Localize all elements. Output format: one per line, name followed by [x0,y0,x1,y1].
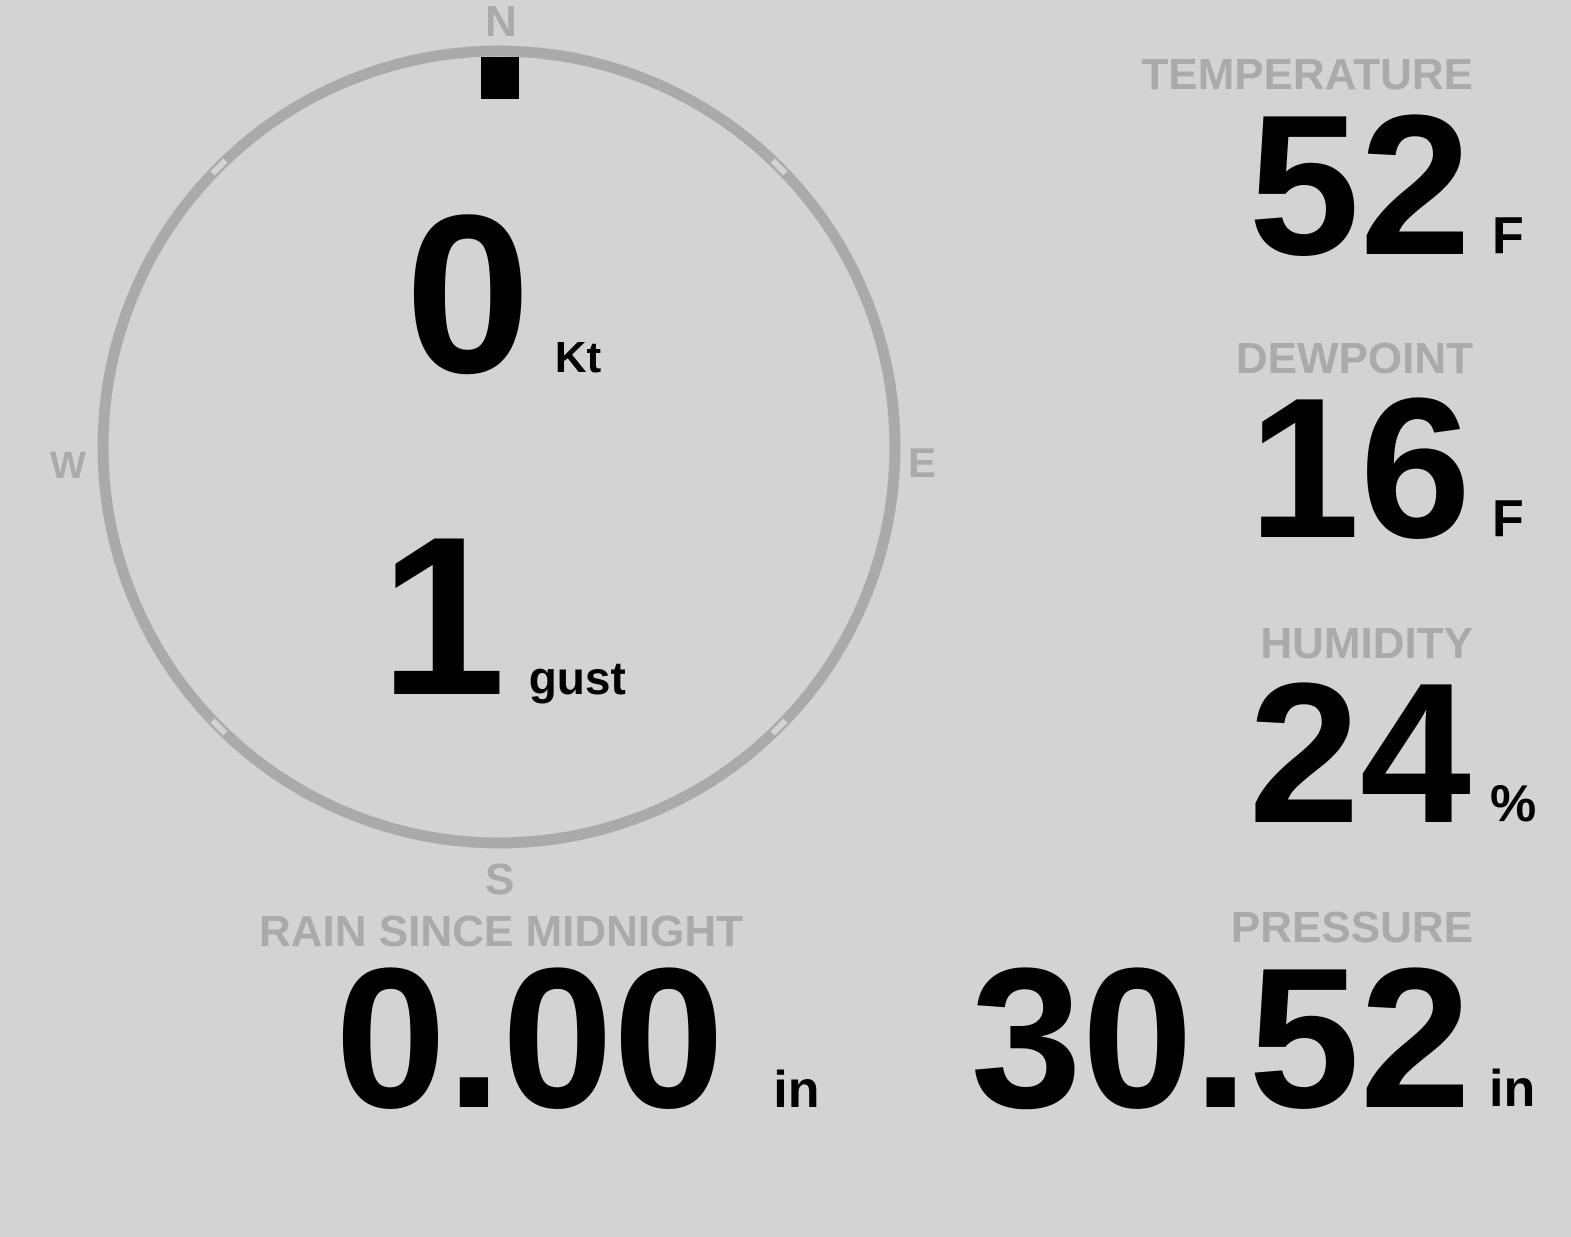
compass-notch [210,158,228,176]
wind-direction-marker [481,57,519,99]
humidity-unit: % [1490,775,1537,833]
rain-label: RAIN SINCE MIDNIGHT [259,907,743,956]
temperature-value: 52 [1248,74,1471,297]
wind-gust-unit: gust [528,652,626,704]
temperature-unit: F [1492,207,1524,265]
compass-north-label: N [485,0,517,46]
rain-unit: in [773,1061,820,1119]
rain-row: 0.00 in [335,927,820,1150]
compass-notch [770,158,788,176]
temperature-label: TEMPERATURE [1141,50,1473,99]
compass-notch [210,718,228,736]
humidity-label: HUMIDITY [1260,619,1473,668]
pressure-label: PRESSURE [1230,903,1473,952]
wind-compass [97,45,901,849]
dewpoint-label: DEWPOINT [1235,334,1473,383]
compass-east-label: E [908,439,937,486]
compass-west-label: W [50,445,86,487]
wind-speed-row: 0 Kt [405,167,602,420]
compass-south-label: S [485,855,515,904]
pressure-unit: in [1489,1060,1536,1118]
compass-notch [770,718,788,736]
dewpoint-unit: F [1492,490,1524,548]
dewpoint-value: 16 [1248,357,1471,580]
pressure-value: 30.52 [970,927,1472,1150]
wind-gust-value: 1 [380,489,506,742]
wind-speed-value: 0 [405,167,531,420]
rain-value: 0.00 [335,927,725,1150]
wind-gust-row: 1 gust [380,489,626,742]
compass-ring [97,45,901,849]
wind-speed-unit: Kt [554,333,602,382]
humidity-value: 24 [1248,642,1471,865]
